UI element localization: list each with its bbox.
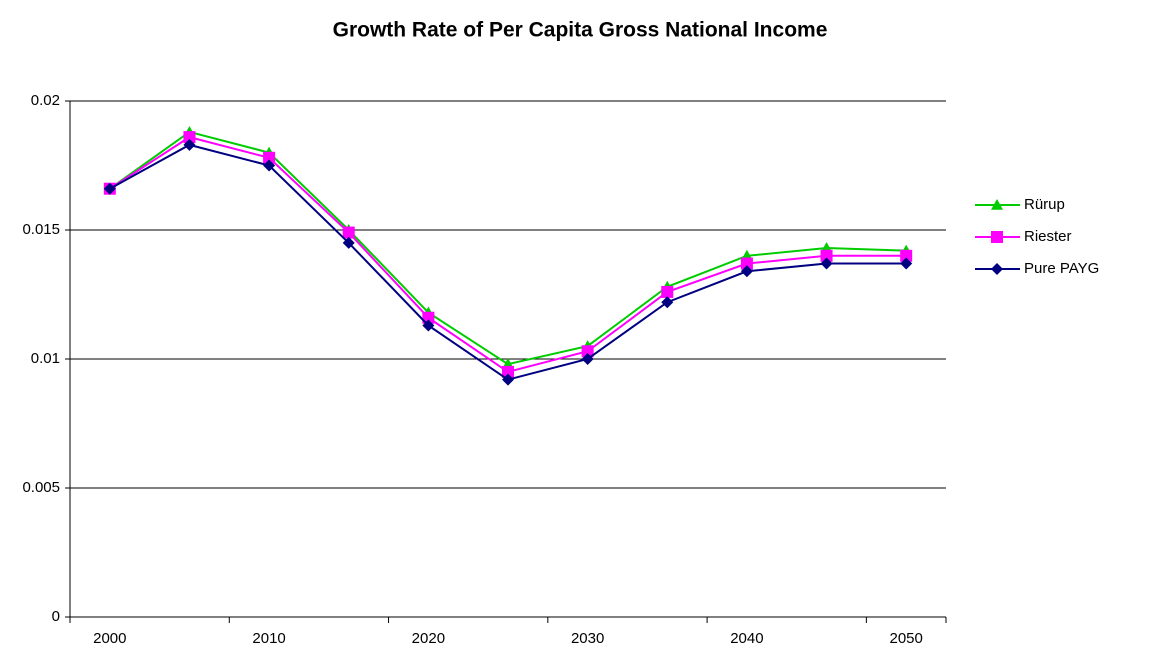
marker <box>740 265 753 278</box>
marker <box>740 257 753 270</box>
marker <box>342 226 355 239</box>
marker <box>183 138 196 151</box>
marker <box>422 311 435 324</box>
y-tick-label: 0.01 <box>31 350 60 367</box>
legend-label: Riester <box>1024 228 1072 245</box>
marker <box>900 249 913 262</box>
legend-label: Rürup <box>1024 196 1065 213</box>
marker <box>661 285 674 298</box>
series-line <box>109 130 907 366</box>
y-tick-label: 0.02 <box>31 92 60 109</box>
marker <box>263 159 276 172</box>
marker <box>502 373 514 386</box>
marker <box>581 353 594 365</box>
marker <box>422 319 435 332</box>
series-line <box>109 136 907 373</box>
series-line <box>109 143 907 381</box>
x-tick-label: 2020 <box>412 630 445 647</box>
marker <box>502 365 514 378</box>
x-tick-label: 2040 <box>730 630 763 647</box>
marker <box>820 249 833 262</box>
x-tick-label: 2000 <box>93 630 126 647</box>
y-tick-label: 0.005 <box>22 479 60 496</box>
marker <box>581 345 594 358</box>
legend-marker <box>991 199 1003 210</box>
legend-label: Pure PAYG <box>1024 260 1099 277</box>
marker <box>183 131 196 144</box>
marker <box>342 236 355 249</box>
marker <box>661 296 674 309</box>
marker <box>900 257 913 270</box>
y-tick-label: 0 <box>52 608 60 625</box>
legend-marker <box>991 231 1003 243</box>
marker <box>103 182 116 195</box>
marker <box>263 151 276 164</box>
legend-marker <box>991 263 1003 275</box>
x-tick-label: 2030 <box>571 630 604 647</box>
x-tick-label: 2010 <box>252 630 285 647</box>
chart-title: Growth Rate of Per Capita Gross National… <box>333 19 828 42</box>
y-tick-label: 0.015 <box>22 221 60 238</box>
marker <box>820 257 833 270</box>
x-tick-label: 2050 <box>889 630 922 647</box>
